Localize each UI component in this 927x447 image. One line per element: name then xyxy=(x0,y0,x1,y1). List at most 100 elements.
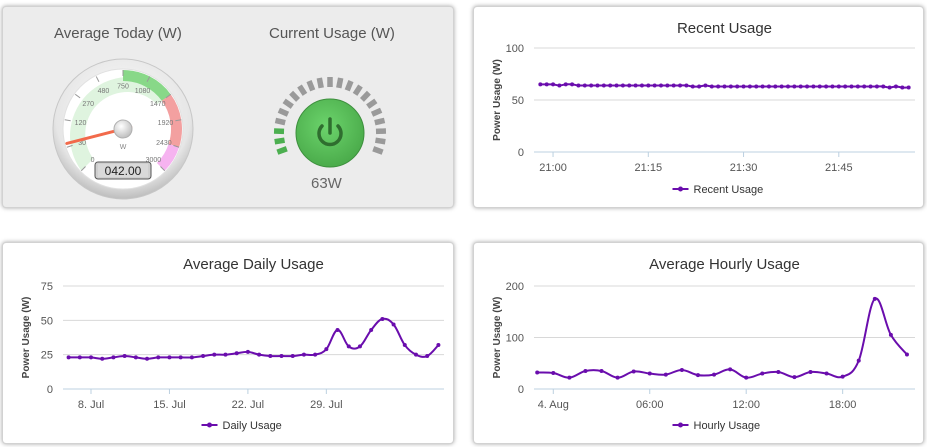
data-point xyxy=(257,352,262,357)
data-point xyxy=(716,84,721,89)
chart-title: Recent Usage xyxy=(677,20,772,37)
data-point xyxy=(849,84,854,89)
series-line xyxy=(537,297,908,379)
data-point xyxy=(178,355,183,360)
y-tick-label: 25 xyxy=(41,350,53,362)
data-point xyxy=(741,84,746,89)
data-point xyxy=(679,367,684,372)
gauge-tick-label: 480 xyxy=(98,88,110,95)
gauge-tick xyxy=(80,166,86,172)
x-tick-label: 29. Jul xyxy=(310,399,342,411)
data-point xyxy=(599,368,604,373)
gauge-tick-label: 1920 xyxy=(158,120,174,127)
data-point xyxy=(608,83,613,88)
data-point xyxy=(900,85,905,90)
usage-level-segment xyxy=(336,77,344,89)
data-point xyxy=(268,354,273,359)
data-point xyxy=(100,356,105,361)
data-point xyxy=(855,84,860,89)
data-point xyxy=(145,356,150,361)
data-point xyxy=(223,352,228,357)
data-point xyxy=(792,375,797,380)
gauge-tick-label: 30 xyxy=(78,140,86,147)
data-point xyxy=(201,354,206,359)
y-tick-label: 50 xyxy=(512,95,524,107)
data-point xyxy=(627,83,632,88)
y-tick-label: 100 xyxy=(506,43,524,55)
data-point xyxy=(881,84,886,89)
data-point xyxy=(111,355,116,360)
legend-item[interactable]: Recent Usage xyxy=(672,184,764,196)
gauge-tick-label: 1080 xyxy=(135,88,151,95)
data-point xyxy=(615,375,620,380)
gauge-tick-label: 3000 xyxy=(146,157,162,164)
data-point xyxy=(663,372,668,377)
data-point xyxy=(77,355,82,360)
data-point xyxy=(633,83,638,88)
data-point xyxy=(167,355,172,360)
data-point xyxy=(189,355,194,360)
usage-level-segment xyxy=(297,84,308,96)
x-tick-label: 8. Jul xyxy=(78,399,104,411)
data-point xyxy=(760,371,765,376)
current-usage-title: Current Usage (W) xyxy=(269,25,395,42)
gauge-band-red xyxy=(161,94,182,148)
data-point xyxy=(773,84,778,89)
usage-level-segment xyxy=(375,137,386,145)
data-point xyxy=(862,84,867,89)
usage-level-segment xyxy=(277,107,290,117)
gauge-tick xyxy=(66,144,73,148)
data-point xyxy=(874,84,879,89)
data-point xyxy=(425,354,430,359)
current-usage-value: 63W xyxy=(311,175,342,192)
data-point xyxy=(744,375,749,380)
data-point xyxy=(133,355,138,360)
gauge-band-green-light xyxy=(70,77,171,171)
data-point xyxy=(535,370,540,375)
current-usage-gauge xyxy=(273,77,387,168)
y-tick-label: 0 xyxy=(518,147,524,159)
gauge-band-pink xyxy=(156,143,180,171)
gauge-tick-label: 0 xyxy=(91,157,95,164)
data-point xyxy=(614,83,619,88)
gauge-tick xyxy=(74,93,81,99)
gauge-tick xyxy=(160,166,166,172)
data-point xyxy=(652,83,657,88)
data-point xyxy=(156,355,161,360)
data-point xyxy=(830,84,835,89)
y-axis-title: Power Usage (W) xyxy=(492,297,503,379)
data-point xyxy=(792,84,797,89)
usage-level-segment xyxy=(370,107,383,117)
data-point xyxy=(557,83,562,88)
data-point xyxy=(357,344,362,349)
data-point xyxy=(779,84,784,89)
legend-label: Daily Usage xyxy=(223,420,282,432)
legend-item[interactable]: Hourly Usage xyxy=(672,420,761,432)
data-point xyxy=(747,84,752,89)
data-point xyxy=(843,84,848,89)
data-point xyxy=(335,327,340,332)
data-point xyxy=(538,82,543,87)
gauge-display-value: 042.00 xyxy=(105,164,142,178)
daily-usage-chart: Average Daily Usage 0 25 50 75 8. Jul 15. Jul 2… xyxy=(21,256,444,432)
usage-level-segment xyxy=(274,117,286,126)
gauge-tick-label: 2430 xyxy=(156,140,172,147)
data-point xyxy=(695,373,700,378)
data-point xyxy=(709,84,714,89)
usage-level-segment xyxy=(344,80,354,92)
data-point xyxy=(690,84,695,89)
usage-level-segment xyxy=(352,84,363,96)
y-tick-label: 0 xyxy=(47,384,53,396)
x-tick-label: 22. Jul xyxy=(232,399,264,411)
data-point xyxy=(402,343,407,348)
hourly-usage-chart: Average Hourly Usage 0 100 200 4. Aug 06:00 12… xyxy=(492,256,915,432)
legend-label: Recent Usage xyxy=(694,184,764,196)
gauge-tick xyxy=(173,144,180,148)
data-point xyxy=(728,84,733,89)
gauge-hub xyxy=(113,119,133,139)
data-point xyxy=(840,374,845,379)
gauges-panel: Average Today (W) Current Usage (W) 0 30 1… xyxy=(2,6,454,208)
legend-item[interactable]: Daily Usage xyxy=(201,420,282,432)
data-point xyxy=(904,352,909,357)
data-point xyxy=(380,316,385,321)
